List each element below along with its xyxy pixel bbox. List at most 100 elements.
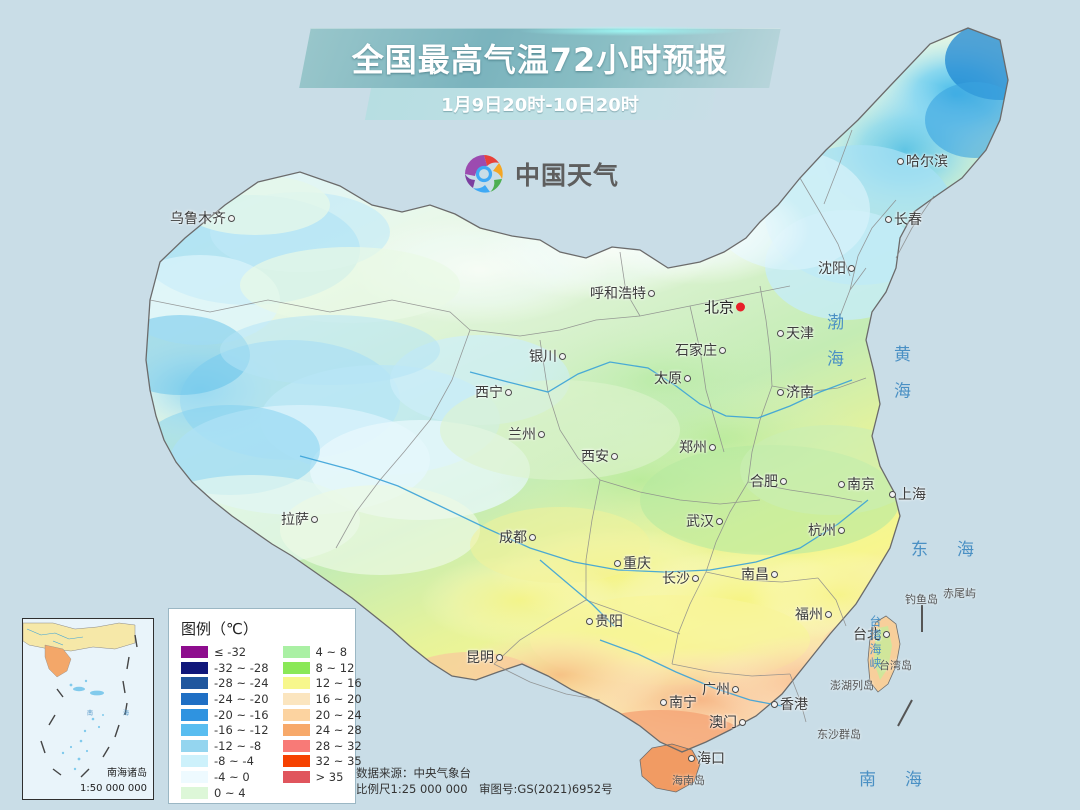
city-label-哈尔滨[interactable]: 哈尔滨 (897, 151, 948, 171)
city-name: 石家庄 (675, 343, 717, 359)
legend-row: -24 ~ -20 (181, 692, 269, 707)
city-name: 台北 (853, 627, 881, 643)
legend-label: 20 ~ 24 (315, 707, 362, 722)
city-label-合肥[interactable]: 合肥 (750, 471, 787, 491)
city-label-重庆[interactable]: 重庆 (614, 553, 651, 573)
city-marker-dot (889, 490, 896, 498)
city-label-海口[interactable]: 海口 (688, 748, 725, 768)
footer-notes: 数据来源：中央气象台 比例尺1:25 000 000 审图号:GS(2021)6… (356, 765, 613, 797)
city-label-呼和浩特[interactable]: 呼和浩特 (590, 283, 655, 303)
legend-label: -12 ~ -8 (214, 738, 262, 753)
city-label-台北[interactable]: 台北 (853, 624, 890, 644)
city-label-香港[interactable]: 香港 (771, 694, 808, 714)
city-label-沈阳[interactable]: 沈阳 (818, 258, 855, 278)
city-name: 长沙 (662, 571, 690, 587)
city-label-郑州[interactable]: 郑州 (679, 437, 716, 457)
legend-swatch (181, 786, 208, 799)
city-label-贵阳[interactable]: 贵阳 (586, 611, 623, 631)
city-name: 福州 (795, 607, 823, 623)
city-label-南京[interactable]: 南京 (838, 474, 875, 494)
city-label-杭州[interactable]: 杭州 (808, 520, 845, 540)
city-label-昆明[interactable]: 昆明 (466, 647, 503, 667)
city-marker-dot (228, 214, 235, 222)
city-name: 沈阳 (818, 261, 846, 277)
city-name: 武汉 (686, 514, 714, 530)
legend-row: 0 ~ 4 (181, 785, 269, 800)
city-label-武汉[interactable]: 武汉 (686, 511, 723, 531)
legend-row: -28 ~ -24 (181, 676, 269, 691)
city-name: 长春 (894, 212, 922, 228)
city-label-兰州[interactable]: 兰州 (508, 424, 545, 444)
city-label-北京[interactable]: 北京 (704, 297, 745, 318)
city-name: 南昌 (741, 567, 769, 583)
legend-row: ≤ -32 (181, 645, 269, 660)
city-name: 合肥 (750, 474, 778, 490)
sea-label-南海: 南 海 (859, 770, 928, 790)
city-name: 香港 (780, 697, 808, 713)
city-label-石家庄[interactable]: 石家庄 (675, 340, 726, 360)
legend-label: 0 ~ 4 (214, 785, 246, 800)
legend-row: -8 ~ -4 (181, 754, 269, 769)
legend-label: -20 ~ -16 (214, 707, 269, 722)
city-name: 广州 (702, 682, 730, 698)
city-label-拉萨[interactable]: 拉萨 (281, 509, 318, 529)
legend-swatch (181, 693, 208, 706)
city-marker-dot (777, 329, 784, 337)
city-label-天津[interactable]: 天津 (777, 323, 814, 343)
city-marker-dot (688, 754, 695, 762)
city-label-济南[interactable]: 济南 (777, 382, 814, 402)
legend-swatch (282, 708, 310, 721)
legend-row: -4 ~ 0 (181, 770, 269, 785)
city-label-太原[interactable]: 太原 (654, 368, 691, 388)
legend-swatch (282, 739, 310, 752)
legend-label: -16 ~ -12 (214, 723, 269, 738)
city-label-西宁[interactable]: 西宁 (475, 382, 512, 402)
legend-swatch (282, 771, 310, 784)
city-marker-dot (611, 452, 618, 460)
legend-swatch (181, 771, 208, 784)
legend-title: 图例（℃） (181, 620, 258, 638)
legend-swatch (282, 755, 310, 768)
legend-column-left: ≤ -32 -32 ~ -28 -28 ~ -24 -24 ~ -20 -20 ~ -1… (181, 645, 269, 800)
legend-swatch (282, 724, 310, 737)
city-name: 重庆 (623, 556, 651, 572)
city-label-乌鲁木齐[interactable]: 乌鲁木齐 (170, 208, 235, 228)
city-marker-dot (692, 574, 699, 582)
legend-label: 4 ~ 8 (315, 645, 348, 660)
sea-label-渤海: 渤 海 (823, 313, 843, 374)
city-label-澳门[interactable]: 澳门 (709, 712, 746, 732)
city-label-南昌[interactable]: 南昌 (741, 564, 778, 584)
city-marker-dot (825, 610, 832, 618)
city-name: 西安 (581, 449, 609, 465)
city-label-福州[interactable]: 福州 (795, 604, 832, 624)
city-label-长春[interactable]: 长春 (885, 209, 922, 229)
city-label-上海[interactable]: 上海 (889, 484, 926, 504)
city-name: 郑州 (679, 440, 707, 456)
city-marker-dot (771, 700, 778, 708)
legend-label: 32 ~ 35 (315, 754, 362, 769)
legend-label: ≤ -32 (214, 645, 247, 660)
legend-swatch (282, 646, 310, 659)
city-label-银川[interactable]: 银川 (529, 346, 566, 366)
city-name: 乌鲁木齐 (170, 211, 226, 227)
city-label-成都[interactable]: 成都 (499, 527, 536, 547)
legend-panel: 图例（℃） ≤ -32 -32 ~ -28 -28 ~ -24 -24 ~ -20 -2… (168, 608, 362, 804)
svg-text:南 海: 南 海 (87, 709, 141, 717)
national-border (145, 27, 1009, 753)
city-label-广州[interactable]: 广州 (702, 679, 739, 699)
city-marker-dot (838, 480, 845, 488)
city-label-西安[interactable]: 西安 (581, 446, 618, 466)
legend-label: 16 ~ 20 (315, 692, 362, 707)
city-label-南宁[interactable]: 南宁 (660, 692, 697, 712)
page-subtitle: 1月9日20时-10日20时 (441, 95, 639, 116)
legend-row: -16 ~ -12 (181, 723, 269, 738)
city-label-长沙[interactable]: 长沙 (662, 568, 699, 588)
city-marker-dot (311, 515, 318, 523)
legend-row: > 35 (282, 770, 362, 785)
page-title: 全国最高气温72小时预报 (351, 41, 729, 79)
city-marker-dot (739, 718, 746, 726)
island-label-海南岛: 海南岛 (672, 774, 705, 787)
island-label-台湾岛: 台湾岛 (879, 659, 912, 672)
